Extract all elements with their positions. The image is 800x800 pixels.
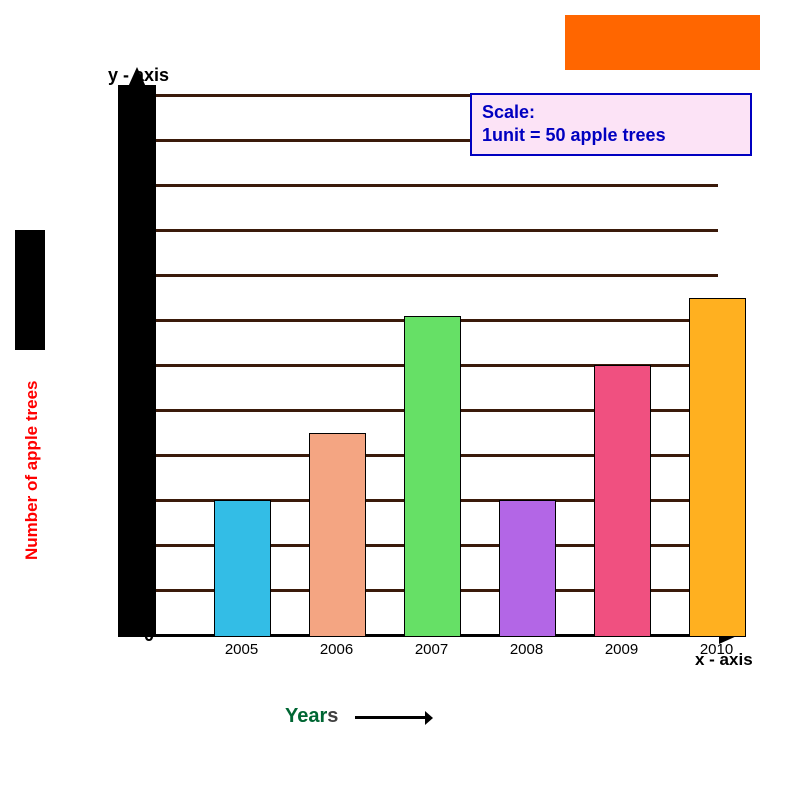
chart-area: 0501001502002503003504004505005506002005…: [118, 95, 733, 635]
x-tick-label: 2006: [304, 641, 369, 658]
years-caption-s: s: [327, 705, 338, 727]
y-tick-label: 450: [114, 220, 154, 241]
x-tick-label: 2005: [209, 641, 274, 658]
x-tick-label: 2009: [589, 641, 654, 658]
y-tick-label: 350: [114, 310, 154, 331]
years-arrow-head: [425, 711, 433, 725]
left-black-strip: [15, 230, 45, 350]
bar: [214, 500, 271, 637]
y-tick-label: 100: [114, 535, 154, 556]
y-tick-label: 500: [114, 175, 154, 196]
bar: [404, 316, 461, 638]
top-orange-box: [565, 15, 760, 70]
x-tick-label: 2010: [684, 641, 749, 658]
y-tick-label: 0: [114, 625, 154, 646]
y-axis-arrow: [128, 67, 146, 87]
gridline: [156, 229, 718, 232]
years-caption-text: Year: [285, 705, 327, 727]
years-caption: Years: [285, 705, 338, 728]
y-tick-label: 50: [114, 580, 154, 601]
y-tick-label: 300: [114, 355, 154, 376]
years-arrow-line: [355, 716, 425, 719]
x-tick-label: 2008: [494, 641, 559, 658]
x-tick-label: 2007: [399, 641, 464, 658]
y-tick-label: 200: [114, 445, 154, 466]
gridline: [156, 184, 718, 187]
bar: [499, 500, 556, 637]
y-tick-label: 150: [114, 490, 154, 511]
y-tick-label: 400: [114, 265, 154, 286]
y-tick-label: 600: [114, 85, 154, 106]
scale-box: Scale:1unit = 50 apple trees: [470, 93, 752, 156]
y-tick-label: 550: [114, 130, 154, 151]
bar: [309, 433, 366, 638]
y-tick-label: 250: [114, 400, 154, 421]
bar: [689, 298, 746, 638]
y-axis-label: Number of apple trees: [22, 381, 42, 561]
bar: [594, 365, 651, 637]
gridline: [156, 274, 718, 277]
scale-line2: 1unit = 50 apple trees: [482, 124, 740, 147]
scale-line1: Scale:: [482, 101, 740, 124]
